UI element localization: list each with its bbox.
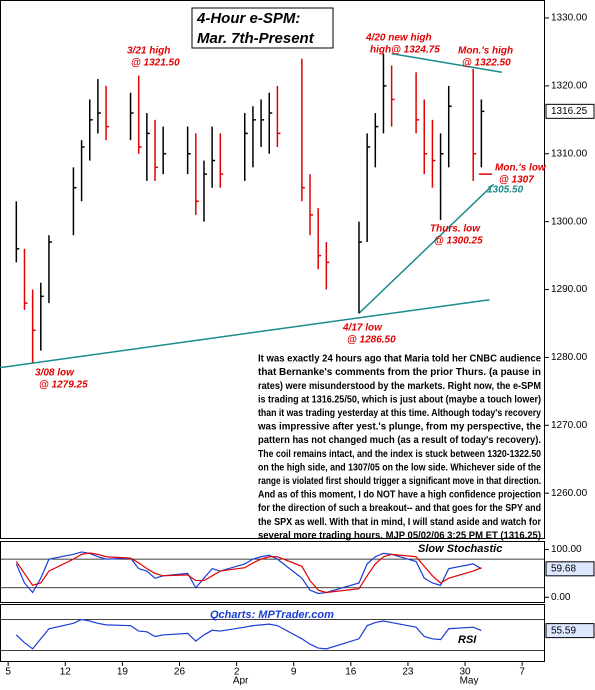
commentary-line: on the high side, and 1307/05 on the low… — [258, 462, 541, 473]
last-value-box — [545, 623, 595, 639]
commentary-line: rates) were misunderstood by the markets… — [258, 381, 541, 392]
x-tick-label: 23 — [402, 667, 414, 678]
y-tick-label: 0.00 — [551, 592, 571, 603]
annotation: Mon.'s high — [458, 46, 513, 57]
commentary-line: for the direction of such a breakout-- a… — [258, 503, 541, 514]
annotation: 4/17 low — [342, 323, 383, 334]
y-tick-label: 1270.00 — [551, 420, 588, 431]
annotation: 3/08 low — [35, 368, 75, 379]
y-tick-label: 1300.00 — [551, 216, 588, 227]
annotation: high@ 1324.75 — [370, 45, 440, 56]
last-price-label: 1316.25 — [551, 106, 588, 117]
title-box — [191, 7, 334, 49]
commentary-line: It was exactly 24 hours ago that Maria t… — [258, 354, 541, 365]
trendline — [358, 183, 495, 314]
x-tick-label: 7 — [519, 667, 525, 678]
annotation: 4/20 new high — [365, 33, 432, 44]
y-tick-label: 1290.00 — [551, 284, 588, 295]
annotation: @ 1279.25 — [39, 380, 88, 391]
last-value-label: 55.59 — [551, 625, 576, 636]
month-label: Apr — [233, 676, 249, 685]
annotation: @ 1307 — [499, 175, 534, 186]
pane-title: Slow Stochastic — [418, 543, 502, 555]
annotation: 1305.50 — [487, 185, 524, 196]
rsi-pane-frame — [0, 604, 545, 662]
last-value-box — [545, 561, 595, 577]
x-tick-label: 9 — [291, 667, 297, 678]
y-tick-label: 1260.00 — [551, 488, 588, 499]
commentary-line: range is violated first should trigger a… — [258, 476, 541, 487]
annotation: @ 1286.50 — [347, 335, 396, 346]
x-tick-label: 19 — [117, 667, 129, 678]
annotation: @ 1321.50 — [131, 58, 180, 69]
price-pane-frame — [0, 0, 545, 539]
commentary-line: that Bernanke's comments from the prior … — [258, 367, 541, 378]
chart-title: Mar. 7th-Present — [197, 30, 315, 47]
y-tick-label: 1330.00 — [551, 13, 588, 24]
commentary-line: several more trading hours. MJP 05/02/06… — [258, 530, 541, 541]
stochastic-pane-frame — [0, 541, 545, 603]
chart-title: 4-Hour e-SPM: — [196, 10, 300, 27]
x-tick-label: 2 — [234, 667, 240, 678]
y-tick-label: 100.00 — [551, 544, 582, 555]
commentary-line: pattern has not changed much (as a resul… — [258, 435, 541, 446]
pane-title: RSI — [458, 634, 477, 646]
commentary-line: is trading at 1316.25/50, which is just … — [258, 394, 541, 405]
x-tick-label: 30 — [459, 667, 471, 678]
y-tick-label: 1280.00 — [551, 352, 588, 363]
x-tick-label: 16 — [345, 667, 357, 678]
y-tick-label: 1320.00 — [551, 81, 588, 92]
month-label: May — [460, 676, 479, 685]
annotation: Mon.'s low — [495, 163, 547, 174]
x-tick-label: 5 — [5, 667, 11, 678]
stochastic-line — [15, 552, 482, 594]
annotation: @ 1300.25 — [434, 236, 483, 247]
commentary-line: was impressive after yest.'s plunge, fro… — [257, 422, 541, 433]
y-tick-label: 1310.00 — [551, 148, 588, 159]
x-tick-label: 12 — [60, 667, 72, 678]
commentary-line: The coil remains intact, and the index i… — [258, 449, 541, 460]
commentary-line: the SPX as well. With that in mind, I wi… — [258, 517, 541, 528]
last-value-label: 59.68 — [551, 563, 576, 574]
commentary-line: than it was trading yesterday at this ti… — [258, 408, 541, 419]
rsi-line — [15, 618, 482, 650]
commentary-line: And as of this moment, I do NOT have a h… — [258, 490, 541, 501]
annotation: @ 1322.50 — [462, 58, 511, 69]
trendline — [0, 298, 490, 369]
annotation: 3/21 high — [127, 46, 170, 57]
source-label: Qcharts: MPTrader.com — [210, 609, 334, 621]
x-tick-label: 26 — [174, 667, 186, 678]
last-price-box — [545, 103, 595, 119]
trendline — [391, 52, 502, 74]
annotation: Thurs. low — [430, 224, 481, 235]
